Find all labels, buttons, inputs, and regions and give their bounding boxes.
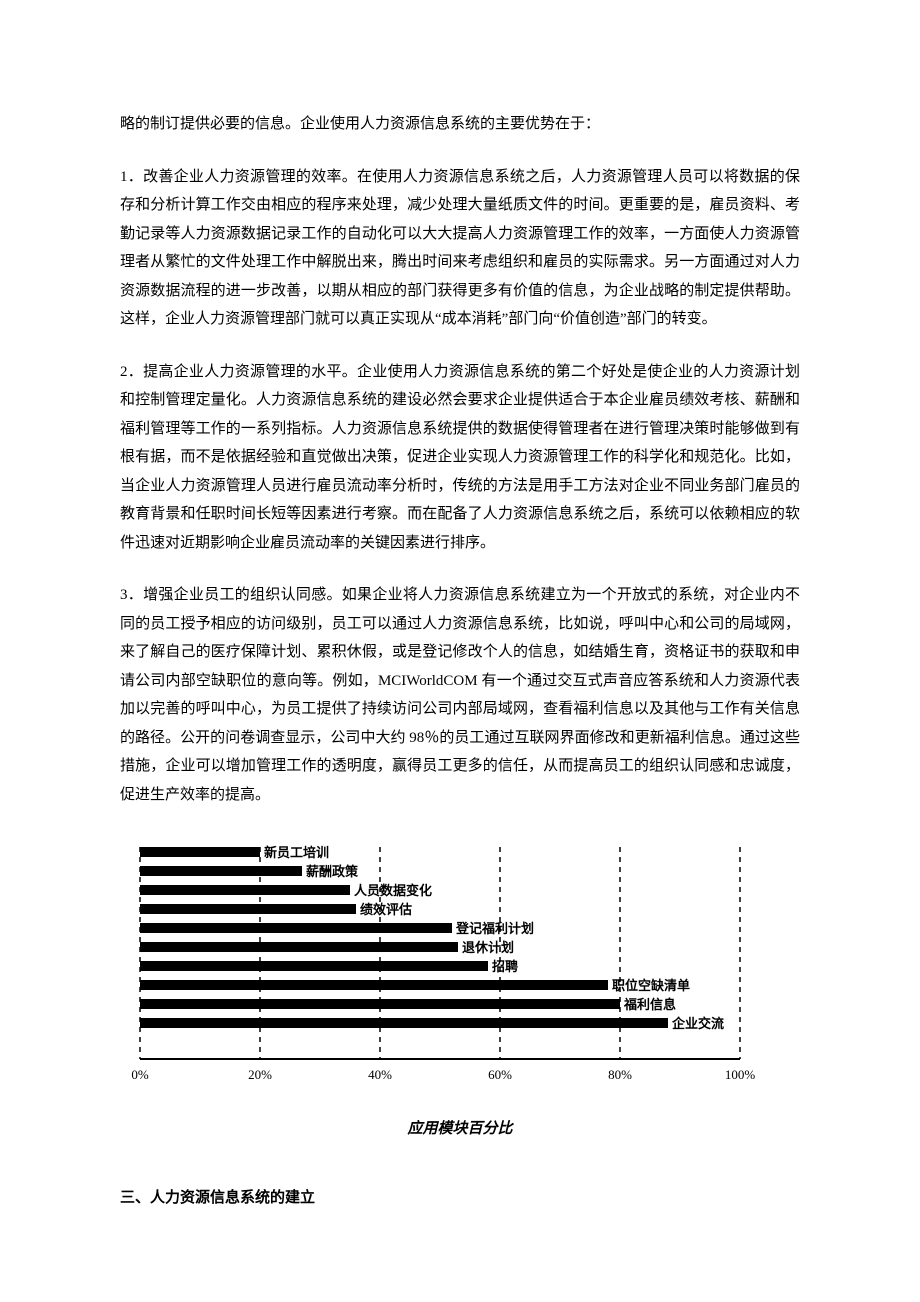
svg-text:80%: 80% (608, 1067, 632, 1082)
svg-text:登记福利计划: 登记福利计划 (455, 921, 534, 936)
intro-line: 略的制订提供必要的信息。企业使用人力资源信息系统的主要优势在于： (120, 110, 800, 139)
paragraph-3: 3．增强企业员工的组织认同感。如果企业将人力资源信息系统建立为一个开放式的系统，… (120, 581, 800, 809)
paragraph-1: 1．改善企业人力资源管理的效率。在使用人力资源信息系统之后，人力资源管理人员可以… (120, 163, 800, 334)
paragraph-2: 2．提高企业人力资源管理的水平。企业使用人力资源信息系统的第二个好处是使企业的人… (120, 358, 800, 558)
svg-text:人员数据变化: 人员数据变化 (354, 883, 432, 898)
svg-text:绩效评估: 绩效评估 (360, 902, 412, 917)
svg-text:0%: 0% (131, 1067, 149, 1082)
svg-text:40%: 40% (368, 1067, 392, 1082)
bar-chart-svg: 0% 20% 40% 60% 80% 100% 新员工培训薪酬政策人员数据变化绩效评估登记福… (130, 839, 770, 1089)
svg-text:福利信息: 福利信息 (623, 997, 676, 1012)
usage-chart: 0% 20% 40% 60% 80% 100% 新员工培训薪酬政策人员数据变化绩效评估登记福… (120, 839, 800, 1144)
svg-text:招聘: 招聘 (492, 959, 518, 974)
svg-text:薪酬政策: 薪酬政策 (306, 864, 359, 879)
svg-text:60%: 60% (488, 1067, 512, 1082)
svg-text:新员工培训: 新员工培训 (264, 845, 329, 860)
svg-text:退休计划: 退休计划 (462, 940, 514, 955)
svg-text:职位空缺清单: 职位空缺清单 (612, 978, 690, 993)
svg-text:20%: 20% (248, 1067, 272, 1082)
svg-text:100%: 100% (725, 1067, 756, 1082)
chart-caption: 应用模块百分比 (130, 1115, 790, 1144)
section-3-title: 三、人力资源信息系统的建立 (120, 1184, 800, 1213)
svg-text:企业交流: 企业交流 (671, 1016, 724, 1031)
